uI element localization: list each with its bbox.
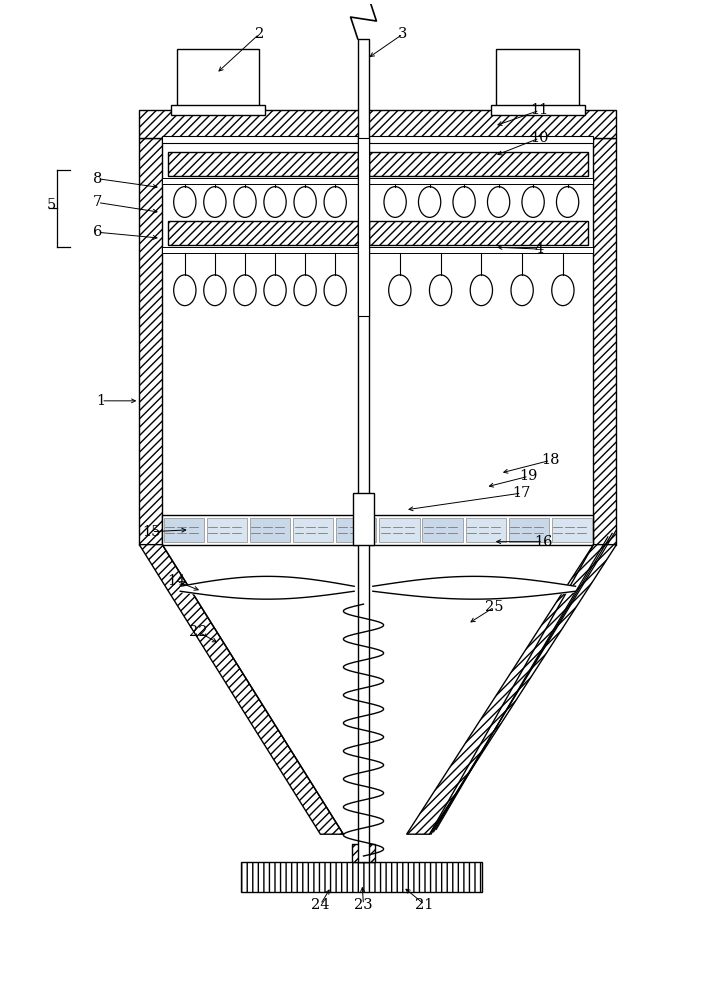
Bar — [168, 152, 358, 176]
Polygon shape — [406, 545, 616, 834]
Bar — [552, 518, 592, 542]
Bar — [140, 138, 162, 545]
Text: 1: 1 — [97, 394, 105, 408]
Bar — [168, 221, 358, 245]
Bar — [593, 138, 616, 545]
Text: 2: 2 — [254, 27, 264, 41]
Bar — [491, 105, 585, 115]
Text: 6: 6 — [93, 225, 103, 239]
Bar — [162, 247, 593, 253]
Bar — [497, 49, 579, 110]
Bar — [140, 110, 616, 138]
Text: 24: 24 — [311, 898, 329, 912]
Text: 4: 4 — [535, 242, 545, 256]
Bar — [168, 221, 358, 245]
Text: 23: 23 — [354, 898, 373, 912]
Bar — [168, 152, 358, 176]
Bar — [379, 518, 419, 542]
Polygon shape — [140, 545, 343, 834]
Text: 22: 22 — [189, 625, 207, 639]
Bar — [171, 105, 265, 115]
Bar — [369, 152, 587, 176]
Text: 8: 8 — [93, 172, 103, 186]
Bar — [293, 518, 333, 542]
Bar — [369, 136, 593, 143]
Text: 3: 3 — [398, 27, 408, 41]
Bar — [206, 518, 247, 542]
Text: 11: 11 — [531, 103, 549, 117]
Bar — [358, 39, 369, 862]
Text: 10: 10 — [530, 131, 549, 145]
Text: 17: 17 — [513, 486, 531, 500]
Bar — [162, 515, 593, 545]
Bar — [353, 493, 374, 545]
Bar — [369, 152, 587, 176]
Text: 5: 5 — [47, 198, 55, 212]
Bar — [241, 862, 482, 892]
Bar — [164, 518, 204, 542]
Bar — [177, 49, 260, 110]
Bar — [422, 518, 462, 542]
Bar — [162, 178, 593, 184]
Bar — [369, 221, 587, 245]
Text: 18: 18 — [541, 453, 560, 467]
Bar — [336, 518, 377, 542]
Bar — [162, 136, 358, 143]
Text: 16: 16 — [534, 535, 553, 549]
Text: 15: 15 — [142, 525, 161, 539]
Text: 7: 7 — [93, 195, 103, 209]
Bar — [358, 138, 369, 316]
Text: 21: 21 — [415, 898, 434, 912]
Bar — [369, 221, 587, 245]
Text: 14: 14 — [167, 574, 186, 588]
Bar — [250, 518, 290, 542]
Bar — [465, 518, 506, 542]
Text: 19: 19 — [520, 469, 538, 483]
Bar — [352, 844, 375, 862]
Text: 25: 25 — [485, 600, 504, 614]
Bar — [509, 518, 549, 542]
